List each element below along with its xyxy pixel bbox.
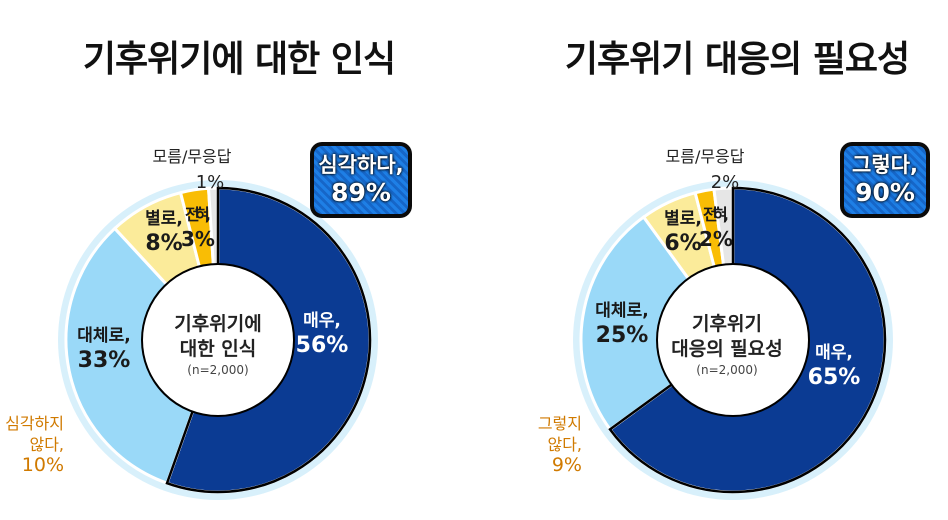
summary-negative-line1: 그렇지 xyxy=(537,414,582,433)
slice-mostly xyxy=(64,226,220,486)
chart-title: 기후위기에 대한 인식 xyxy=(82,39,396,80)
donut-chart: 매우,65% 대체로,25% 별로,6%전혀, 2% 모름/무응답 2% xyxy=(573,147,893,500)
slice-dontknow-value: 1% xyxy=(196,172,225,193)
center-label-line2: 대한 인식 xyxy=(179,338,257,360)
summary-positive-value: 90% xyxy=(855,178,915,207)
summary-positive-label: 심각하다, xyxy=(318,153,404,177)
summary-positive-badge: 심각하다, 89% xyxy=(310,142,412,218)
chart-panel-necessity: 기후위기 대응의 필요성 매우, 65% 대체로, 25% 별로, 6% 전혀, 2% 모름/무… xyxy=(474,0,948,520)
center-label: 기후위기 대응의 필요성 (n=2,000) xyxy=(652,312,802,378)
donut-chart: 매우,56% 대체로,33% 별로,8%전혀, 3% 모름/무응답 1% xyxy=(58,147,378,500)
slice-very-name: 매우, xyxy=(815,343,853,363)
summary-positive-label: 그렇다, xyxy=(852,153,918,177)
slice-very-value: 65% xyxy=(808,365,861,390)
slice-dontknow-name: 모름/무응답 xyxy=(153,147,232,166)
slice-mostly-name: 대체로, xyxy=(595,301,648,321)
center-label-line1: 기후위기에 xyxy=(174,313,262,335)
summary-positive-value: 89% xyxy=(331,178,391,207)
summary-negative-line2: 않다, xyxy=(29,435,64,454)
slice-notatall-name: 전혀, xyxy=(185,205,211,224)
slice-very-outline xyxy=(165,186,372,494)
chart-panel-awareness: 기후위기에 대한 인식 매우, 56% 대체로, 33% 별로, 8% 전혀, 3% 모름/무응… xyxy=(2,39,412,500)
slice-very-outline xyxy=(608,186,887,494)
slice-very-value: 56% xyxy=(296,333,349,358)
center-label-line1: 기후위기 xyxy=(692,313,762,335)
slice-notatall-name: 전혀, xyxy=(703,205,729,224)
summary-negative-value: 10% xyxy=(21,454,64,476)
sample-size-label: (n=2,000) xyxy=(187,363,249,377)
donut-hole xyxy=(656,263,810,417)
sample-size-label: (n=2,000) xyxy=(696,363,758,377)
slice-very-name: 매우, xyxy=(303,311,341,331)
slice-mostly-value: 25% xyxy=(596,323,649,348)
summary-negative-value: 9% xyxy=(551,454,582,476)
center-label: 기후위기에 대한 인식 (n=2,000) xyxy=(148,312,288,378)
slice-notmuch-value: 8% xyxy=(145,231,182,256)
slice-notatall-value: 3% xyxy=(181,227,215,251)
donut-hole xyxy=(141,263,295,417)
summary-negative-label: 심각하지 않다, 10% xyxy=(2,413,64,476)
slice-notmuch-name: 별로, xyxy=(664,209,702,229)
summary-negative-label: 그렇지 않다, 9% xyxy=(526,413,582,476)
slice-dontknow-value: 2% xyxy=(711,172,740,193)
slice-dontknow-name: 모름/무응답 xyxy=(666,147,745,166)
slice-mostly xyxy=(579,214,736,432)
summary-negative-line1: 심각하지 xyxy=(5,414,64,433)
center-label-line2: 대응의 필요성 xyxy=(671,338,783,360)
slice-notatall-value: 2% xyxy=(699,227,733,251)
summary-negative-line2: 않다, xyxy=(547,435,582,454)
slice-mostly-name: 대체로, xyxy=(77,326,130,346)
chart-title: 기후위기 대응의 필요성 xyxy=(564,39,910,80)
summary-positive-badge: 그렇다, 90% xyxy=(840,142,930,218)
slice-mostly-value: 33% xyxy=(78,348,131,373)
slice-notmuch-value: 6% xyxy=(664,231,701,256)
slice-notmuch-name: 별로, xyxy=(145,209,183,229)
